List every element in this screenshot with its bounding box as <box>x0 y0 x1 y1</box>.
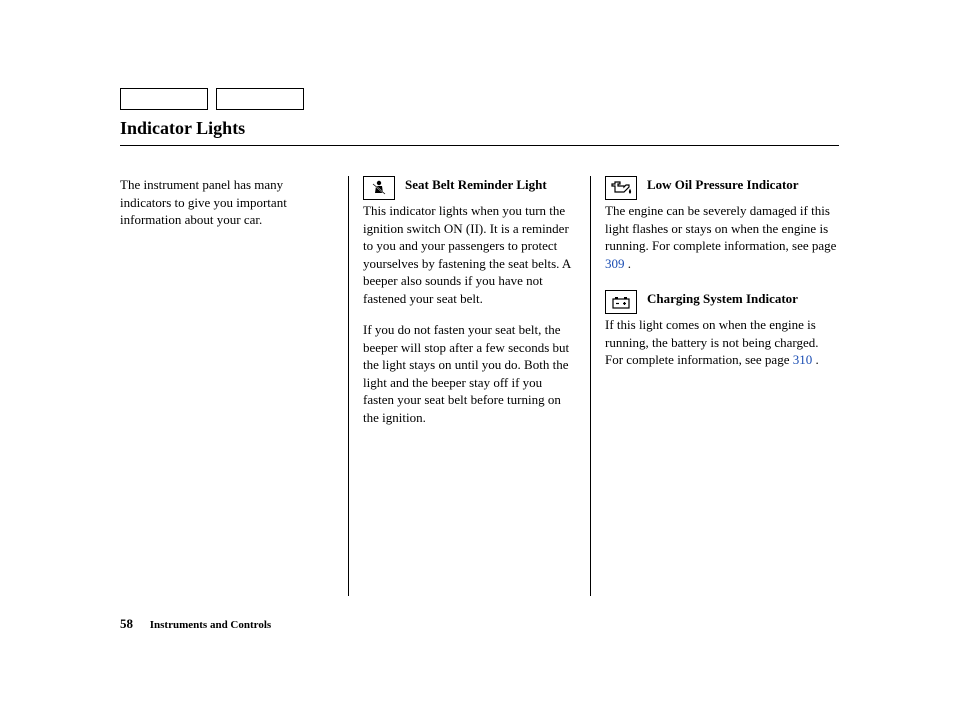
header-placeholder-boxes <box>120 88 839 110</box>
column-intro: The instrument panel has many indicators… <box>120 176 348 596</box>
column-seatbelt: Seat Belt Reminder Light This indicator … <box>348 176 590 596</box>
page-link-310[interactable]: 310 <box>793 352 813 367</box>
oil-text-before: The engine can be severely damaged if th… <box>605 203 836 253</box>
page-link-309[interactable]: 309 <box>605 256 625 271</box>
page-footer: 58 Instruments and Controls <box>120 616 271 632</box>
intro-text: The instrument panel has many indicators… <box>120 176 330 229</box>
charging-header: Charging System Indicator <box>605 290 838 314</box>
oil-text-after: . <box>625 256 632 271</box>
seatbelt-icon <box>363 176 395 200</box>
charging-text: If this light comes on when the engine i… <box>605 316 838 369</box>
battery-icon <box>605 290 637 314</box>
charging-title: Charging System Indicator <box>647 290 798 308</box>
oil-header: Low Oil Pressure Indicator <box>605 176 838 200</box>
page-number: 58 <box>120 616 133 631</box>
header-box <box>120 88 208 110</box>
content-columns: The instrument panel has many indicators… <box>120 176 839 596</box>
page-content: Indicator Lights The instrument panel ha… <box>0 0 954 596</box>
seatbelt-title: Seat Belt Reminder Light <box>405 176 547 194</box>
oil-title: Low Oil Pressure Indicator <box>647 176 799 194</box>
page-title: Indicator Lights <box>120 118 839 146</box>
oil-text: The engine can be severely damaged if th… <box>605 202 838 272</box>
oil-section: Low Oil Pressure Indicator The engine ca… <box>605 176 838 272</box>
oil-can-icon <box>605 176 637 200</box>
seatbelt-para-2: If you do not fasten your seat belt, the… <box>363 321 576 426</box>
column-oil-charging: Low Oil Pressure Indicator The engine ca… <box>590 176 838 596</box>
footer-section-name: Instruments and Controls <box>150 619 271 631</box>
charging-section: Charging System Indicator If this light … <box>605 290 838 369</box>
charging-text-before: If this light comes on when the engine i… <box>605 317 818 367</box>
seatbelt-header: Seat Belt Reminder Light <box>363 176 576 200</box>
header-box <box>216 88 304 110</box>
charging-text-after: . <box>812 352 819 367</box>
seatbelt-para-1: This indicator lights when you turn the … <box>363 202 576 307</box>
